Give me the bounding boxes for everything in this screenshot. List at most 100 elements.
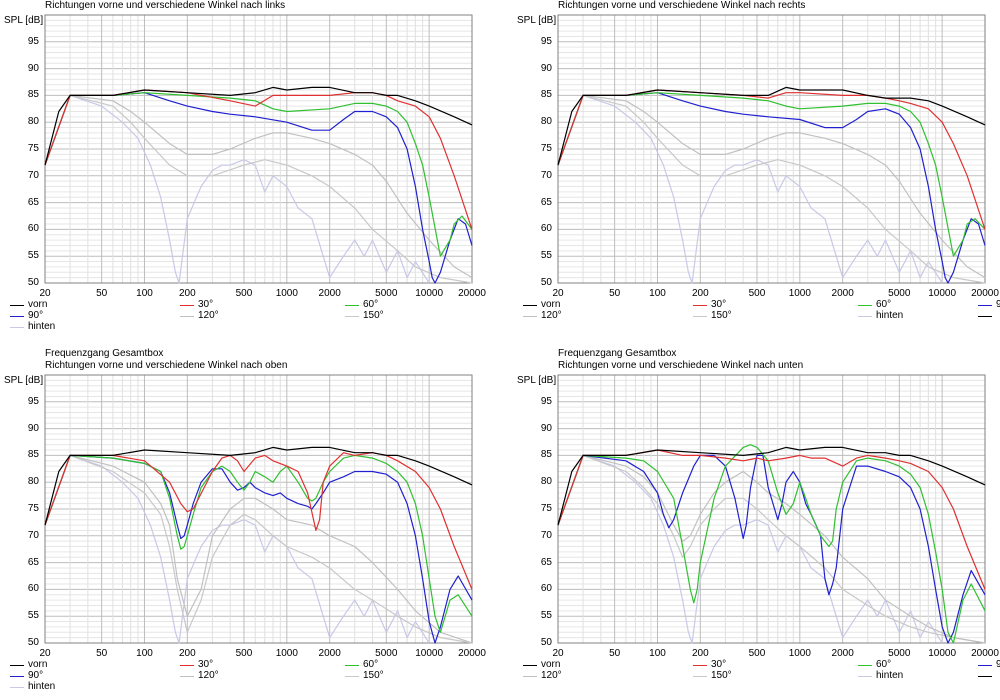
y-axis-label: SPL [dB] <box>4 15 44 26</box>
legend-swatch-90 <box>10 316 24 317</box>
y-tick-label: 65 <box>540 556 552 568</box>
legend-label: hinten <box>28 321 56 332</box>
legend-swatch-hinten <box>10 327 24 328</box>
x-tick-label: 100 <box>136 288 153 299</box>
y-tick-label: 95 <box>27 35 39 47</box>
series-line-60 <box>557 444 986 644</box>
y-tick-label: 75 <box>540 503 552 514</box>
series-line-90 <box>557 92 986 284</box>
legend-swatch-150 <box>345 316 359 317</box>
series-line-vorn <box>557 86 986 166</box>
legend-label: 30° <box>198 659 214 670</box>
series-line-60 <box>44 454 473 633</box>
y-tick-label: 75 <box>27 503 39 514</box>
legend-label: 90° <box>28 670 44 681</box>
chart-svg <box>44 374 473 644</box>
x-tick-label: 200 <box>691 648 709 659</box>
chart-subtitle: Richtungen vorne und verschiedene Winkel… <box>45 0 286 11</box>
legend-label: 30° <box>198 299 214 310</box>
x-tick-label: 20000 <box>458 288 486 299</box>
legend-swatch-150 <box>345 676 359 677</box>
legend-label: 150° <box>363 310 384 321</box>
x-tick-label: 100 <box>649 648 666 659</box>
x-tick-label: 50 <box>96 648 108 659</box>
y-tick-label: 95 <box>27 395 39 407</box>
x-tick-label: 500 <box>235 648 253 659</box>
chart-panel-2: Richtungen vorne und verschiedene Winkel… <box>513 0 1000 348</box>
legend-swatch-hinten <box>858 676 872 677</box>
legend-swatch-vorn <box>10 665 24 666</box>
legend-swatch-60 <box>345 305 359 306</box>
x-tick-label: 1000 <box>275 288 298 299</box>
series-line-120 <box>44 94 473 279</box>
legend-label: 90° <box>996 299 1000 310</box>
legend-swatch-vorn <box>978 316 992 317</box>
legend-label: vorn <box>28 299 48 310</box>
series-line-120 <box>557 94 986 279</box>
x-tick-label: 20 <box>552 648 564 659</box>
x-tick-label: 200 <box>691 288 709 299</box>
y-tick-label: 85 <box>540 89 552 101</box>
y-tick-label: 90 <box>540 62 552 74</box>
legend-swatch-30 <box>180 665 194 666</box>
legend-swatch-120 <box>523 316 537 317</box>
series-line-hinten <box>557 454 943 644</box>
x-tick-label: 50 <box>609 288 621 299</box>
y-tick-label: 90 <box>27 422 39 434</box>
chart-svg <box>557 14 986 284</box>
x-tick-label: 2000 <box>318 648 341 659</box>
x-tick-label: 200 <box>178 648 196 659</box>
x-tick-label: 20000 <box>971 288 999 299</box>
y-tick-label: 80 <box>540 476 552 488</box>
y-tick-label: 60 <box>27 223 39 235</box>
y-tick-label: 60 <box>540 223 552 235</box>
y-tick-label: 55 <box>540 250 552 262</box>
chart-panel-1: Richtungen vorne und verschiedene Winkel… <box>0 0 487 348</box>
legend-swatch-90 <box>978 665 992 666</box>
chart-svg <box>557 374 986 644</box>
x-tick-label: 2000 <box>831 648 854 659</box>
legend-swatch-30 <box>180 305 194 306</box>
series-line-hinten <box>44 454 430 644</box>
chart-title: Frequenzgang Gesamtbox <box>45 348 164 359</box>
series-line-hinten <box>557 94 943 284</box>
legend-swatch-60 <box>345 665 359 666</box>
series-line-150 <box>557 94 986 284</box>
y-tick-label: 75 <box>27 143 39 154</box>
x-tick-label: 50 <box>96 288 108 299</box>
x-tick-label: 5000 <box>375 288 398 299</box>
y-tick-label: 85 <box>27 449 39 461</box>
series-line-30 <box>44 452 473 590</box>
y-tick-label: 50 <box>27 637 39 648</box>
series-line-90 <box>44 454 473 644</box>
y-axis-label: SPL [dB] <box>517 15 557 26</box>
x-tick-label: 1000 <box>788 288 811 299</box>
series-line-150 <box>44 94 473 284</box>
y-tick-label: 70 <box>540 169 552 181</box>
y-tick-label: 65 <box>27 556 39 568</box>
y-tick-label: 70 <box>540 529 552 541</box>
chart-panel-3: Frequenzgang Gesamtbox Richtungen vorne u… <box>0 348 487 696</box>
series-line-90 <box>44 92 473 284</box>
series-line-hinten <box>44 94 430 284</box>
y-tick-label: 65 <box>540 196 552 208</box>
legend-label: 60° <box>363 299 379 310</box>
legend-label: 120° <box>541 670 562 681</box>
x-tick-label: 5000 <box>375 648 398 659</box>
x-tick-label: 5000 <box>888 648 911 659</box>
x-tick-label: 5000 <box>888 288 911 299</box>
grid <box>557 374 986 644</box>
y-tick-label: 80 <box>540 116 552 128</box>
series-line-60 <box>557 92 986 257</box>
legend-label: 150° <box>711 670 732 681</box>
legend-swatch-30 <box>693 665 707 666</box>
series-line-120 <box>557 454 986 644</box>
legend-swatch-150 <box>693 676 707 677</box>
x-tick-label: 2000 <box>831 288 854 299</box>
legend-label: 120° <box>198 310 219 321</box>
y-tick-label: 95 <box>540 395 552 407</box>
legend-swatch-vorn <box>523 305 537 306</box>
y-axis-label: SPL [dB] <box>4 375 44 386</box>
y-tick-label: 85 <box>540 449 552 461</box>
legend-label: 60° <box>876 299 892 310</box>
